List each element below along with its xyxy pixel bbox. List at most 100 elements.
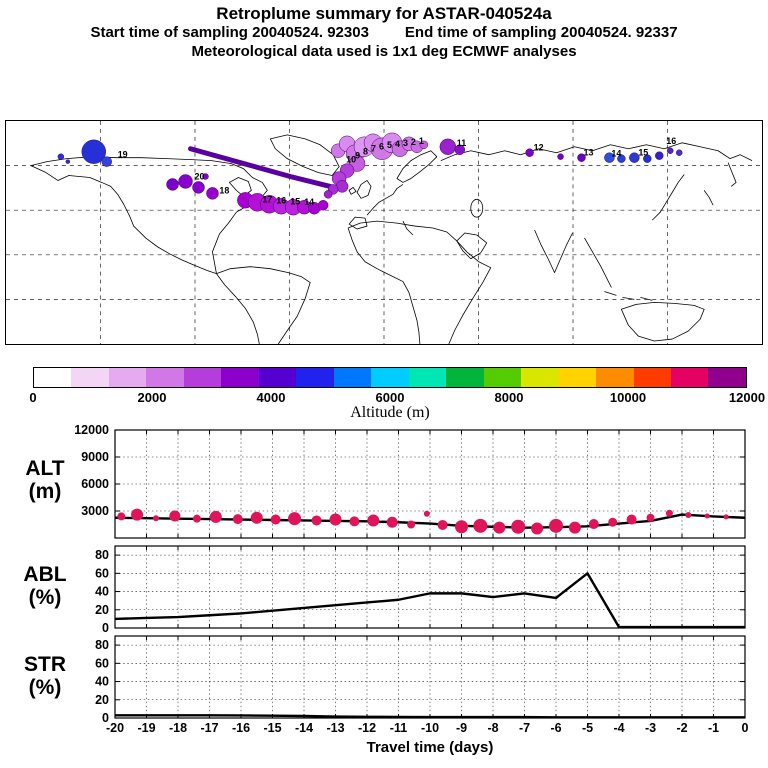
colorbar-segment: [708, 368, 746, 387]
travel-day-label: 11: [457, 138, 467, 148]
abl-label: ABL: [23, 563, 67, 586]
altitude-dot: [531, 522, 544, 535]
altitude-dot: [568, 521, 581, 534]
colorbar-segment: [670, 368, 709, 387]
plume-cluster-dot: [617, 154, 626, 163]
world-map-panel: 19 20 18 17 16 15 14 10 9 8 7 6 5 4 3 2 1 11 12 13 14 15 16: [5, 120, 763, 345]
str-label: STR: [24, 653, 66, 676]
colorbar-segment: [408, 368, 447, 387]
plume-cluster-dot: [192, 181, 205, 194]
x-tick-label: -15: [263, 721, 281, 735]
colorbar-tick-label: 4000: [256, 390, 286, 405]
colorbar-tick-label: 6000: [375, 390, 405, 405]
colorbar-tick-label: 2000: [137, 390, 167, 405]
x-tick-label: -1: [708, 721, 719, 735]
travel-day-label: 7: [371, 144, 376, 154]
colorbar-segment: [146, 368, 184, 387]
altitude-dot: [549, 518, 563, 533]
x-axis-labels: -20 -19 -18 -17 -16 -15 -14 -13 -12 -11 -10 -9 -8 -7-…: [106, 721, 749, 735]
plume-cluster-dot: [317, 200, 329, 211]
x-tick-label: -2: [676, 721, 687, 735]
plume-cluster-dot: [667, 147, 674, 154]
coastline: [348, 187, 357, 195]
altitude-dot: [386, 516, 398, 528]
altitude-dot: [685, 512, 692, 519]
x-tick-label: -9: [456, 721, 467, 735]
altitude-dot: [192, 514, 201, 523]
alt-chart: 3000 6000 9000 12000: [74, 423, 746, 539]
page-title: Retroplume summary for ASTAR-040524a: [216, 4, 552, 23]
plume-cluster-dot: [81, 139, 106, 164]
coastline: [440, 142, 753, 162]
coastline: [727, 162, 737, 187]
colorbar-segment: [296, 368, 334, 387]
travel-day-label: 15: [290, 196, 300, 206]
coastline: [620, 301, 705, 342]
y-tick-label: 12000: [74, 423, 109, 437]
colorbar-segment: [521, 368, 559, 387]
coastline: [604, 291, 653, 301]
travel-day-label: 20: [195, 172, 205, 182]
travel-day-label: 14: [611, 149, 621, 159]
altitude-colorbar: [33, 367, 747, 388]
altitude-dot: [608, 517, 618, 527]
coastline: [396, 150, 438, 183]
altitude-dot: [152, 515, 159, 522]
coastline: [356, 180, 372, 199]
x-tick-label: -13: [326, 721, 344, 735]
travel-day-label: 8: [363, 147, 368, 157]
altitude-dot: [423, 510, 430, 517]
abl-axis-label: ABL (%): [6, 563, 84, 609]
coastline: [652, 174, 685, 221]
y-tick-label: 3000: [81, 504, 109, 518]
coastline: [470, 198, 484, 218]
y-tick-label: 6000: [81, 477, 109, 491]
y-tick-label: 60: [95, 566, 109, 580]
altitude-dot: [588, 519, 599, 530]
altitude-dot: [311, 515, 322, 526]
coastline: [366, 184, 404, 216]
y-tick-label: 9000: [81, 450, 109, 464]
colorbar-segment: [183, 368, 222, 387]
colorbar-segment: [371, 368, 409, 387]
y-tick-label: 0: [102, 711, 109, 725]
plume-cluster-dot: [419, 140, 429, 149]
colorbar-tick-label: 0: [29, 390, 37, 405]
coastline: [216, 266, 311, 344]
x-axis-title: Travel time (days): [366, 739, 494, 756]
end-time-text: End time of sampling 20040524. 92337: [404, 24, 678, 41]
altitude-dot: [131, 508, 144, 521]
travel-day-label: 10: [346, 155, 356, 165]
altitude-dot: [473, 518, 488, 533]
travel-day-label: 1: [419, 136, 424, 146]
x-tick-label: -18: [169, 721, 187, 735]
plume-cluster-dot: [525, 148, 534, 157]
plume-track: [188, 146, 333, 189]
travel-day-label: 16: [666, 136, 676, 146]
plume-cluster-dot: [166, 178, 179, 191]
y-tick-label: 0: [102, 621, 109, 635]
colorbar-segment: [221, 368, 259, 387]
x-tick-label: -3: [645, 721, 656, 735]
travel-day-label: 12: [534, 143, 544, 153]
plume-cluster-dot: [178, 174, 193, 189]
plume-cluster-dot: [323, 190, 333, 199]
colorbar-segment: [333, 368, 372, 387]
travel-day-label: 4: [395, 139, 400, 149]
altitude-dot: [626, 514, 637, 525]
colorbar-tick-labels: 0 2000 4000 6000 8000 10000 12000: [29, 390, 765, 405]
altitude-dot: [209, 510, 222, 523]
altitude-dot: [665, 509, 673, 517]
alt-unit: (m): [28, 480, 62, 503]
plume-cluster-dot: [643, 154, 652, 163]
plume-cluster-dot: [206, 187, 219, 200]
y-tick-label: 40: [95, 585, 109, 599]
x-tick-label: -16: [232, 721, 250, 735]
altitude-dot: [288, 512, 302, 526]
coastline: [584, 237, 612, 288]
altitude-dot: [349, 516, 360, 527]
coastline: [456, 232, 488, 260]
colorbar-title: Altitude (m): [350, 404, 430, 421]
alt-axis-label: ALT (m): [6, 457, 84, 503]
x-tick-label: -6: [550, 721, 561, 735]
